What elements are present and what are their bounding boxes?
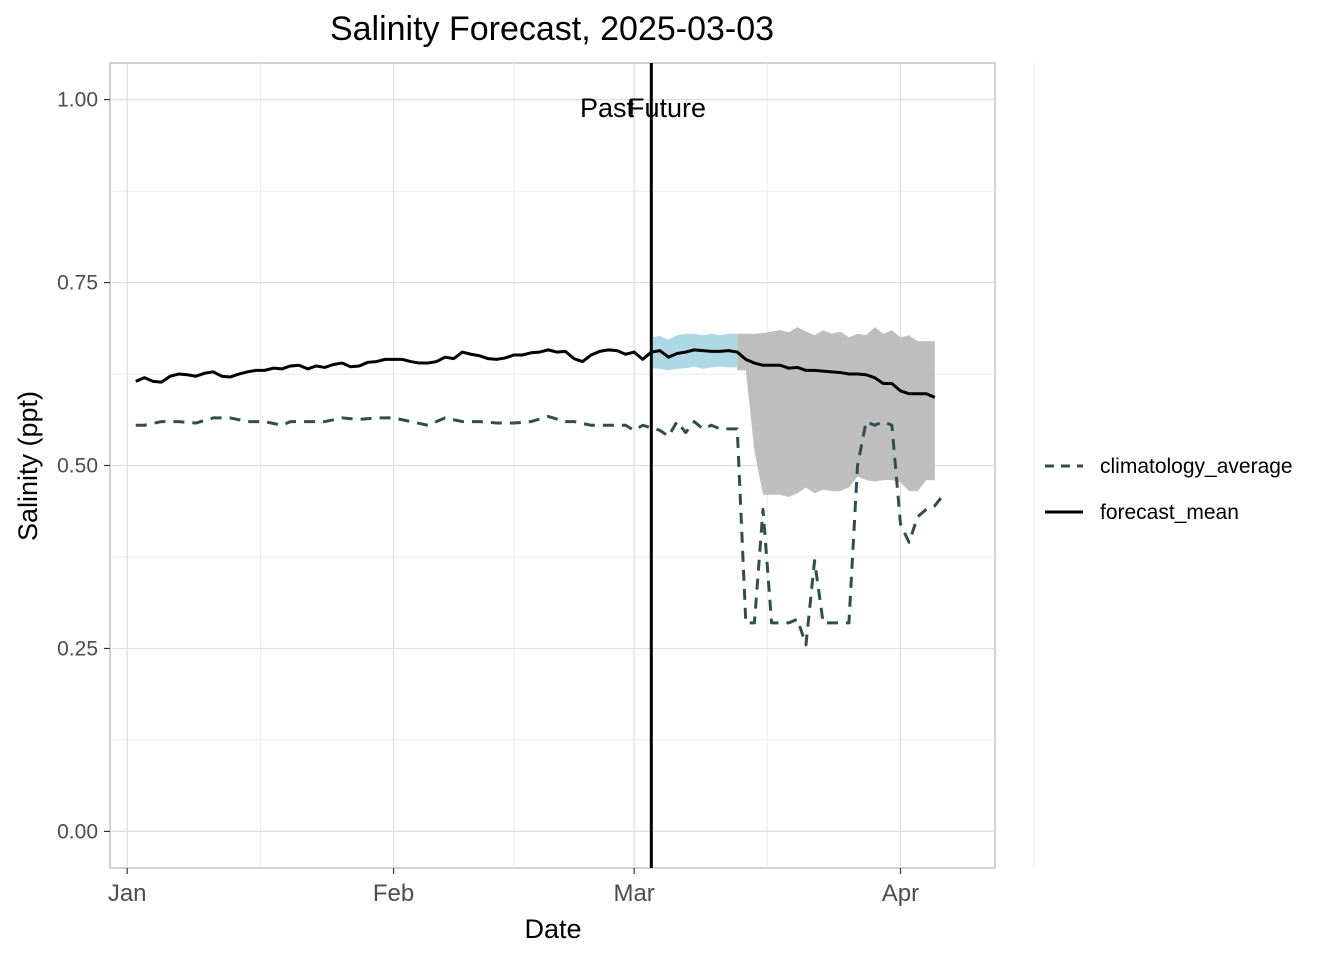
series-line-climatology-average — [135, 414, 945, 647]
y-tick-label: 0.25 — [57, 637, 98, 660]
x-tick-label: Mar — [613, 880, 654, 907]
interval-band-gray — [737, 327, 935, 497]
legend-label-climatology: climatology_average — [1100, 455, 1293, 478]
future-label: Future — [628, 93, 706, 123]
y-axis-ticks: 0.00 0.25 0.50 0.75 1.00 — [57, 89, 110, 843]
x-tick-label: Feb — [373, 880, 414, 907]
y-tick-label: 0.00 — [57, 820, 98, 843]
interval-band-blue — [651, 333, 738, 371]
data-series — [135, 348, 945, 647]
y-tick-label: 1.00 — [57, 89, 98, 112]
x-axis-title: Date — [524, 914, 581, 944]
legend-label-forecast: forecast_mean — [1100, 501, 1239, 524]
y-axis-title: Salinity (ppt) — [13, 391, 43, 541]
x-axis-ticks: Jan Feb Mar Apr — [108, 868, 919, 907]
major-gridlines — [110, 63, 995, 868]
x-tick-label: Jan — [108, 880, 147, 907]
x-tick-label: Apr — [882, 880, 919, 907]
series-line-forecast-mean — [135, 348, 936, 399]
legend: climatology_average forecast_mean — [1045, 455, 1293, 524]
chart-title: Salinity Forecast, 2025-03-03 — [330, 10, 774, 48]
past-label: Past — [580, 93, 635, 123]
y-tick-label: 0.75 — [57, 272, 98, 295]
prediction-intervals — [651, 327, 935, 497]
y-tick-label: 0.50 — [57, 455, 98, 478]
